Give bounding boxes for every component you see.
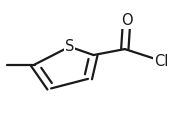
Text: Cl: Cl — [154, 54, 169, 68]
Text: O: O — [121, 13, 132, 28]
Text: S: S — [65, 39, 74, 54]
